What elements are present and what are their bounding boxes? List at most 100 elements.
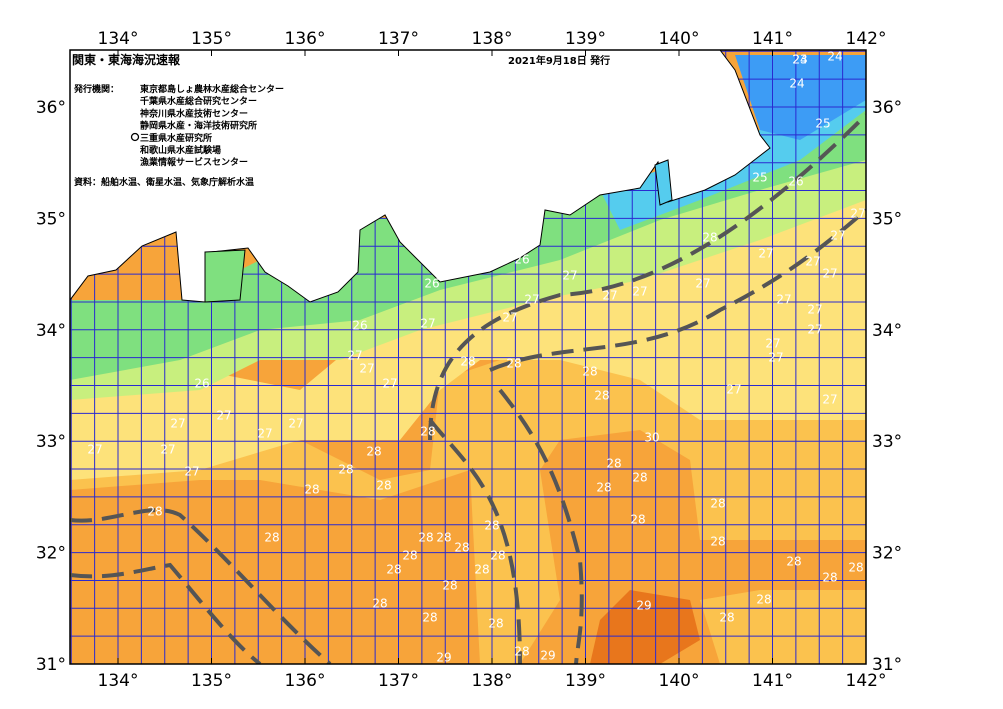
- current-line: [428, 113, 866, 441]
- contour-label: 27: [359, 362, 374, 376]
- contour-label: 28: [436, 531, 451, 545]
- latitude-label: 34°: [872, 321, 902, 341]
- source: 資料：船舶水温、衛星水温、気象庁解析水温: [74, 176, 254, 188]
- contour-label: 27: [288, 417, 303, 431]
- contour-label: 27: [87, 443, 102, 457]
- latitude-label: 34°: [36, 321, 66, 341]
- contour-label: 28: [264, 531, 279, 545]
- longitude-label: 137°: [378, 29, 419, 49]
- contour-label: 29: [636, 599, 651, 613]
- contour-label: 27: [776, 293, 791, 307]
- longitude-label: 137°: [378, 671, 419, 691]
- contour-label: 28: [702, 231, 717, 245]
- contour-label: 28: [420, 425, 435, 439]
- latitude-label: 33°: [36, 432, 66, 452]
- ise-bay: [204, 249, 246, 303]
- contour-label: 25: [815, 117, 830, 131]
- contour-label: 28: [442, 579, 457, 593]
- contour-label: 25: [752, 171, 767, 185]
- current-line: [428, 418, 522, 664]
- contour-label: 28: [372, 597, 387, 611]
- longitude-label: 141°: [752, 671, 793, 691]
- contour-label: 27: [758, 247, 773, 261]
- contour-label: 23: [792, 53, 807, 67]
- longitude-label: 139°: [565, 671, 606, 691]
- contour-label: 27: [807, 323, 822, 337]
- contour-label: 28: [606, 457, 621, 471]
- land: [70, 50, 771, 303]
- contour-label: 28: [490, 549, 505, 563]
- contour-label: 26: [194, 377, 209, 391]
- contour-label: 30: [644, 431, 659, 445]
- longitude-label: 142°: [846, 671, 887, 691]
- contour-label: 26: [514, 253, 529, 267]
- contour-label: 29: [436, 651, 451, 665]
- contour-label: 27: [632, 285, 647, 299]
- contour-label: 28: [418, 531, 433, 545]
- contour-label: 27: [562, 269, 577, 283]
- contour-label: 27: [184, 465, 199, 479]
- contour-label: 28: [630, 513, 645, 527]
- contour-label: 28: [484, 519, 499, 533]
- sea-band-27: [70, 190, 866, 480]
- contour-label: 28: [582, 365, 597, 379]
- latitude-label: 36°: [36, 98, 66, 118]
- latitude-label: 36°: [872, 98, 902, 118]
- agency: 東京都島しょ農林水産総合センター: [140, 83, 284, 95]
- agency: 漁業情報サービスセンター: [140, 156, 248, 168]
- latitude-label: 33°: [872, 432, 902, 452]
- contour-label: 28: [514, 645, 529, 659]
- latitude-label: 32°: [36, 544, 66, 564]
- contour-label: 27: [420, 317, 435, 331]
- contour-label: 27: [602, 289, 617, 303]
- longitude-label: 138°: [472, 29, 513, 49]
- contour-label: 27: [726, 383, 741, 397]
- contour-label: 27: [160, 443, 175, 457]
- contour-label: 27: [257, 427, 272, 441]
- contour-label: 28: [460, 355, 475, 369]
- contour-label: 24: [789, 77, 804, 91]
- contour-label: 28: [376, 479, 391, 493]
- longitude-label: 142°: [846, 29, 887, 49]
- contour-label: 27: [850, 207, 865, 221]
- contour-label: 28: [632, 471, 647, 485]
- contour-label: 28: [386, 563, 401, 577]
- current-line: [70, 508, 332, 664]
- contour-label: 28: [488, 617, 503, 631]
- map-title: 関東・東海海況速報: [72, 52, 181, 67]
- contour-label: 24: [792, 53, 807, 67]
- contour-label: 28: [822, 571, 837, 585]
- contour-label: 28: [506, 357, 521, 371]
- contour-label: 27: [830, 229, 845, 243]
- contour-label: 24: [734, 153, 749, 167]
- contour-label: 28: [474, 563, 489, 577]
- contour-label: 28: [454, 541, 469, 555]
- contour-label: 28: [596, 481, 611, 495]
- frame: [69, 49, 867, 665]
- contour-label: 28: [594, 389, 609, 403]
- contour-label: 27: [524, 293, 539, 307]
- longitude-label: 141°: [752, 29, 793, 49]
- longitude-label: 139°: [565, 29, 606, 49]
- contour-label: 28: [710, 535, 725, 549]
- longitude-label: 135°: [191, 671, 232, 691]
- contour-label: 28: [786, 555, 801, 569]
- agency: 千葉県水産総合研究センター: [140, 95, 257, 107]
- contour-label: 27: [805, 255, 820, 269]
- contour-label: 28: [710, 497, 725, 511]
- contour-label: 27: [695, 277, 710, 291]
- longitude-label: 140°: [659, 29, 700, 49]
- agency: 静岡県水産・海洋技術研究所: [140, 120, 257, 132]
- agency: 神奈川県水産技術センター: [140, 107, 248, 119]
- publisher-label: 発行機関：: [73, 83, 119, 95]
- contour-label: 28: [422, 611, 437, 625]
- contour-label: 27: [768, 351, 783, 365]
- current-line: [489, 208, 866, 372]
- longitude-label: 138°: [472, 671, 513, 691]
- contour-label: 28: [147, 505, 162, 519]
- longitude-label: 136°: [285, 671, 326, 691]
- contour-label: 28: [304, 483, 319, 497]
- contour-label: 28: [338, 463, 353, 477]
- contour-label: 27: [347, 349, 362, 363]
- contour-label: 26: [352, 319, 367, 333]
